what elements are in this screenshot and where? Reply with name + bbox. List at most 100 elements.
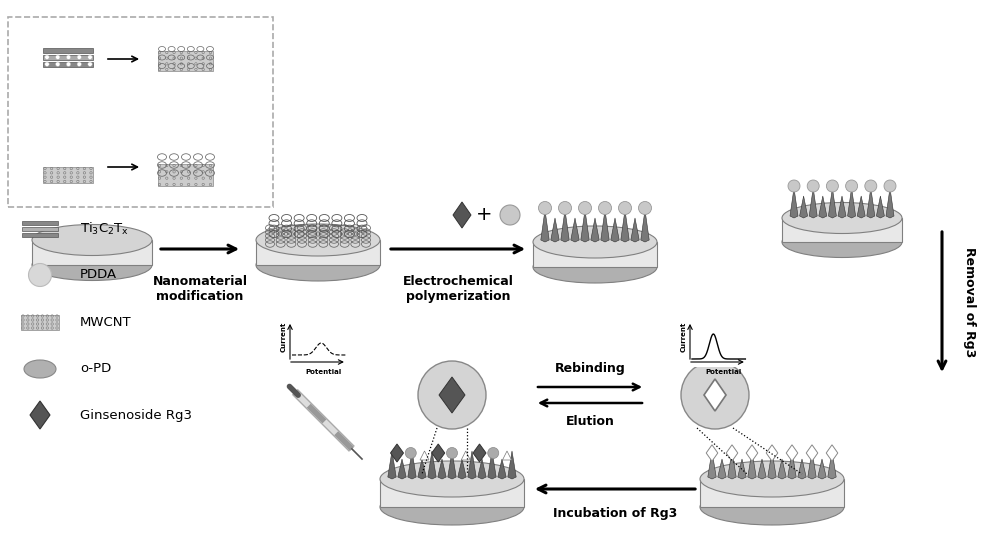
Polygon shape <box>498 459 506 479</box>
Polygon shape <box>478 459 486 479</box>
Ellipse shape <box>700 489 844 525</box>
Polygon shape <box>473 444 486 462</box>
Polygon shape <box>22 221 58 225</box>
Polygon shape <box>708 451 716 479</box>
Text: Electrochemical
polymerization: Electrochemical polymerization <box>403 275 513 303</box>
Polygon shape <box>790 188 798 218</box>
Polygon shape <box>848 188 856 218</box>
Polygon shape <box>468 451 476 479</box>
Circle shape <box>884 180 896 192</box>
Ellipse shape <box>32 224 152 256</box>
Polygon shape <box>32 240 152 265</box>
Polygon shape <box>746 445 758 461</box>
Circle shape <box>558 201 572 214</box>
Circle shape <box>66 55 71 60</box>
Text: $\mathrm{Ti_3C_2T_x}$: $\mathrm{Ti_3C_2T_x}$ <box>80 221 129 237</box>
Ellipse shape <box>700 461 844 497</box>
Circle shape <box>88 62 92 67</box>
Circle shape <box>45 62 49 67</box>
Circle shape <box>826 180 838 192</box>
Polygon shape <box>800 196 808 218</box>
Text: MWCNT: MWCNT <box>80 316 132 329</box>
Ellipse shape <box>533 226 657 258</box>
Polygon shape <box>758 459 766 479</box>
Polygon shape <box>786 445 798 461</box>
Polygon shape <box>488 451 496 479</box>
Polygon shape <box>458 459 466 479</box>
Polygon shape <box>838 196 846 218</box>
Circle shape <box>578 201 592 214</box>
Circle shape <box>446 447 458 459</box>
Polygon shape <box>158 164 212 186</box>
Polygon shape <box>766 445 778 461</box>
Polygon shape <box>418 459 426 479</box>
Polygon shape <box>867 188 875 218</box>
Text: +: + <box>476 206 492 224</box>
Circle shape <box>418 361 486 429</box>
Polygon shape <box>390 444 404 462</box>
Polygon shape <box>782 218 902 242</box>
Polygon shape <box>828 451 836 479</box>
Circle shape <box>538 201 552 214</box>
Circle shape <box>788 180 800 192</box>
Circle shape <box>846 180 858 192</box>
Polygon shape <box>806 445 818 461</box>
Circle shape <box>77 55 81 60</box>
Text: Potential: Potential <box>305 369 341 375</box>
Text: o-PD: o-PD <box>80 362 111 375</box>
Polygon shape <box>728 451 736 479</box>
Polygon shape <box>857 196 865 218</box>
Polygon shape <box>508 451 516 479</box>
Ellipse shape <box>256 249 380 281</box>
Circle shape <box>488 447 499 459</box>
Polygon shape <box>380 479 524 507</box>
Polygon shape <box>778 459 786 479</box>
Polygon shape <box>809 188 817 218</box>
Ellipse shape <box>380 489 524 525</box>
Polygon shape <box>621 210 629 242</box>
Ellipse shape <box>24 360 56 378</box>
Polygon shape <box>43 47 93 53</box>
Polygon shape <box>30 401 50 429</box>
Text: Nanomaterial
modification: Nanomaterial modification <box>152 275 248 303</box>
Polygon shape <box>533 242 657 267</box>
Polygon shape <box>826 445 838 461</box>
Polygon shape <box>748 451 756 479</box>
Polygon shape <box>461 451 470 460</box>
Polygon shape <box>21 315 59 330</box>
Text: Current: Current <box>681 322 687 352</box>
Polygon shape <box>726 445 738 461</box>
Circle shape <box>618 201 632 214</box>
Text: Rebinding: Rebinding <box>555 362 625 375</box>
Circle shape <box>56 55 60 60</box>
Polygon shape <box>611 218 619 242</box>
Circle shape <box>45 55 49 60</box>
Polygon shape <box>818 459 826 479</box>
Polygon shape <box>718 459 726 479</box>
Circle shape <box>28 264 52 287</box>
Polygon shape <box>43 62 93 67</box>
Text: PDDA: PDDA <box>80 268 117 281</box>
Polygon shape <box>43 54 93 60</box>
Polygon shape <box>682 317 754 367</box>
FancyBboxPatch shape <box>8 17 273 207</box>
Polygon shape <box>828 188 836 218</box>
Polygon shape <box>706 445 718 461</box>
Ellipse shape <box>533 251 657 283</box>
Polygon shape <box>819 196 827 218</box>
Circle shape <box>639 201 652 214</box>
Polygon shape <box>282 317 354 367</box>
Polygon shape <box>886 188 894 218</box>
Text: Incubation of Rg3: Incubation of Rg3 <box>553 507 677 520</box>
Ellipse shape <box>32 250 152 280</box>
Polygon shape <box>256 240 380 265</box>
Polygon shape <box>22 227 58 231</box>
Circle shape <box>681 361 749 429</box>
Circle shape <box>500 205 520 225</box>
Polygon shape <box>432 444 445 462</box>
Polygon shape <box>502 451 511 460</box>
Polygon shape <box>428 451 436 479</box>
Polygon shape <box>448 451 456 479</box>
Circle shape <box>405 447 416 459</box>
Polygon shape <box>438 459 446 479</box>
